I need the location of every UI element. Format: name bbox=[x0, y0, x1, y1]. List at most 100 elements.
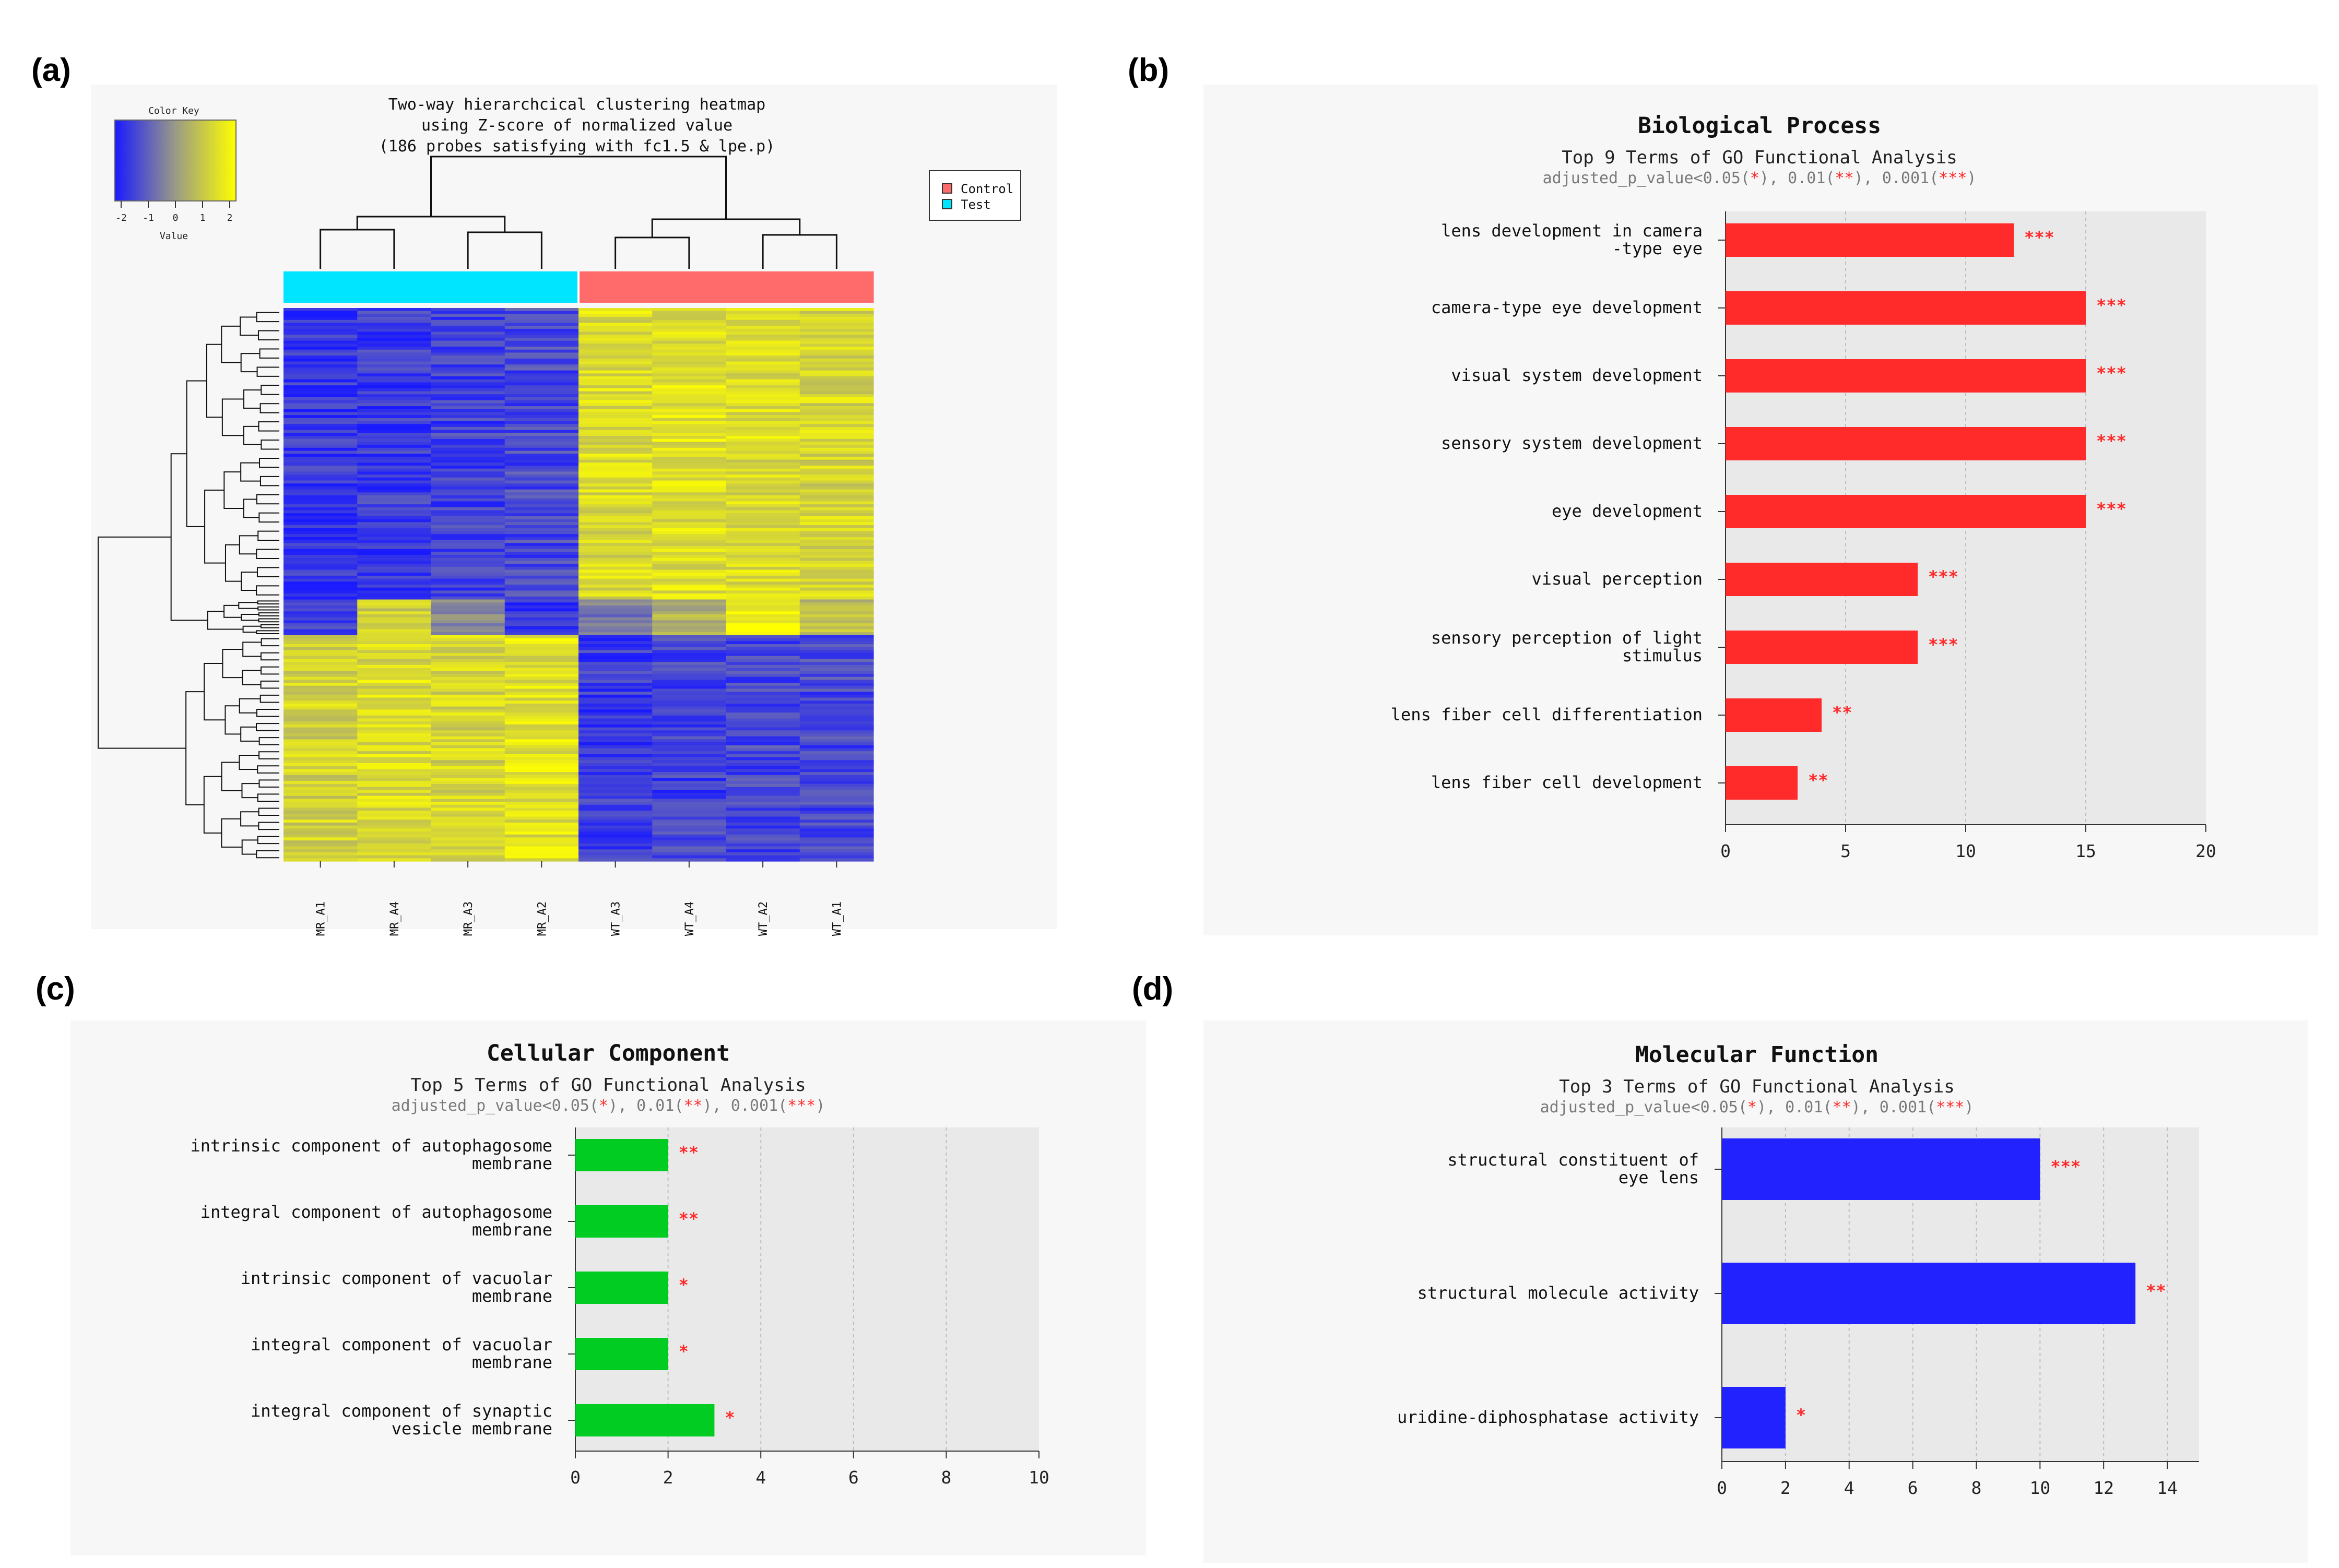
heatmap-cell bbox=[504, 683, 579, 686]
heatmap-cell bbox=[357, 709, 432, 713]
heatmap-cell bbox=[283, 361, 358, 365]
heatmap-cell bbox=[652, 477, 727, 481]
heatmap-cell bbox=[726, 504, 800, 508]
heatmap-cell bbox=[357, 632, 432, 636]
heatmap-cell bbox=[431, 706, 505, 710]
heatmap-cell bbox=[283, 721, 358, 725]
heatmap-cell bbox=[504, 492, 579, 496]
heatmap-cell bbox=[726, 352, 800, 356]
heatmap-cell bbox=[652, 438, 727, 443]
heatmap-cell bbox=[504, 454, 579, 457]
heatmap-cell bbox=[726, 397, 800, 401]
heatmap-cell bbox=[357, 382, 432, 386]
heatmap-cell bbox=[652, 462, 727, 466]
heatmap-cell bbox=[799, 804, 874, 809]
heatmap-cell bbox=[504, 739, 579, 743]
heatmap-cell bbox=[504, 489, 579, 493]
heatmap-cell bbox=[283, 555, 358, 559]
heatmap-cell bbox=[652, 430, 727, 433]
heatmap-cell bbox=[578, 513, 653, 517]
heatmap-cell bbox=[357, 367, 432, 371]
heatmap-cell bbox=[504, 742, 579, 746]
heatmap-cell bbox=[431, 659, 505, 662]
heatmap-cell bbox=[726, 471, 800, 475]
heatmap-cell bbox=[652, 323, 727, 326]
heatmap-cell bbox=[504, 840, 579, 844]
heatmap-cell bbox=[283, 593, 358, 597]
heatmap-cell bbox=[799, 650, 874, 654]
heatmap-cell bbox=[578, 703, 653, 707]
heatmap-cell bbox=[726, 507, 800, 511]
heatmap-cell bbox=[504, 662, 579, 666]
heatmap-cell bbox=[431, 858, 505, 862]
sample-group-bar bbox=[578, 271, 653, 303]
heatmap-cell bbox=[799, 382, 874, 386]
heatmap-cell bbox=[431, 837, 505, 841]
heatmap-cell bbox=[726, 852, 800, 856]
heatmap-cell bbox=[652, 454, 727, 457]
heatmap-cell bbox=[799, 587, 874, 591]
heatmap-cell bbox=[357, 430, 432, 433]
heatmap-cell bbox=[799, 364, 874, 368]
heatmap-cell bbox=[726, 763, 800, 767]
heatmap-cell bbox=[357, 715, 432, 719]
heatmap-cell bbox=[431, 347, 505, 350]
heatmap-cell bbox=[504, 611, 579, 615]
heatmap-cell bbox=[652, 361, 727, 365]
heatmap-cell bbox=[652, 355, 727, 359]
heatmap-cell bbox=[504, 522, 579, 526]
heatmap-cell bbox=[652, 585, 727, 588]
heatmap-cell bbox=[357, 775, 432, 779]
heatmap-cell bbox=[357, 355, 432, 359]
heatmap-cell bbox=[799, 367, 874, 371]
heatmap-cell bbox=[283, 709, 358, 713]
heatmap-cell bbox=[504, 394, 579, 398]
heatmap-cell bbox=[652, 644, 727, 648]
heatmap-cell bbox=[799, 489, 874, 493]
heatmap-cell bbox=[357, 498, 432, 502]
heatmap-cell bbox=[799, 781, 874, 785]
heatmap-cell bbox=[504, 724, 579, 728]
heatmap-cell bbox=[283, 703, 358, 707]
heatmap-cell bbox=[283, 792, 358, 797]
row-dendrogram-link bbox=[241, 783, 259, 799]
row-dendrogram-link bbox=[207, 611, 243, 630]
heatmap-cell bbox=[578, 498, 653, 502]
heatmap-cell bbox=[726, 795, 800, 799]
heatmap-cell bbox=[652, 525, 727, 529]
heatmap-cell bbox=[652, 757, 727, 761]
heatmap-cell bbox=[504, 388, 579, 392]
heatmap-cell bbox=[726, 418, 800, 422]
heatmap-cell bbox=[726, 781, 800, 785]
heatmap-cell bbox=[504, 659, 579, 662]
heatmap-cell bbox=[504, 843, 579, 847]
heatmap-cell bbox=[431, 760, 505, 764]
heatmap-cell bbox=[578, 671, 653, 674]
heatmap-cell bbox=[799, 513, 874, 517]
heatmap-cell bbox=[578, 430, 653, 433]
significance-note-stars: * bbox=[599, 1097, 608, 1115]
category-label: integral component of synaptic bbox=[251, 1401, 552, 1421]
heatmap-cell bbox=[357, 849, 432, 853]
heatmap-cell bbox=[652, 510, 727, 514]
heatmap-cell bbox=[578, 376, 653, 380]
heatmap-cell bbox=[431, 358, 505, 362]
heatmap-cell bbox=[799, 724, 874, 728]
heatmap-cell bbox=[504, 471, 579, 475]
heatmap-cell bbox=[283, 587, 358, 591]
heatmap-cell bbox=[504, 831, 579, 835]
heatmap-cell bbox=[578, 314, 653, 317]
heatmap-cell bbox=[431, 605, 505, 609]
heatmap-cell bbox=[799, 495, 874, 499]
x-tick-label: 20 bbox=[2195, 841, 2216, 861]
heatmap-cell bbox=[652, 373, 727, 377]
heatmap-cell bbox=[652, 349, 727, 353]
heatmap-cell bbox=[504, 852, 579, 856]
bar bbox=[1726, 427, 2086, 460]
heatmap-cell bbox=[431, 552, 505, 555]
heatmap-cell bbox=[357, 644, 432, 648]
heatmap-cell bbox=[578, 700, 653, 704]
heatmap-cell bbox=[504, 376, 579, 380]
heatmap-cell bbox=[504, 581, 579, 585]
